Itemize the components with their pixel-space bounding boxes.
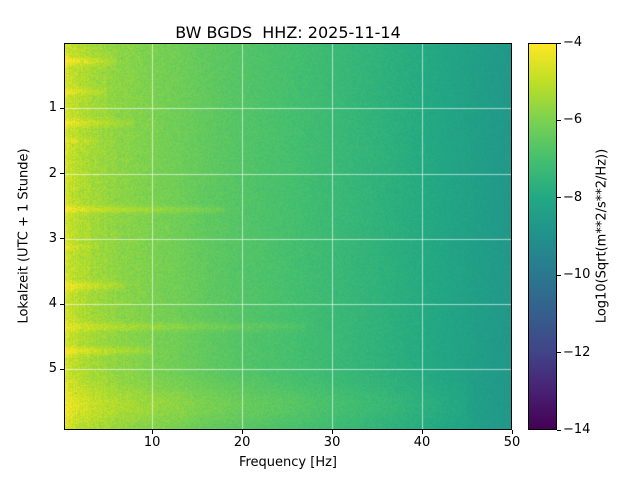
colorbar-label: Log10(Sqrt(m**2/s**2/Hz)) [594,148,610,324]
y-tick-label: 3 [48,230,57,246]
x-tick-label: 20 [233,435,251,450]
colorbar-gradient [529,44,556,429]
x-tick-mark [511,430,513,434]
x-tick-mark [421,430,423,434]
colorbar-tick-mark [557,274,561,276]
y-tick-mark [60,303,64,305]
y-tick-label: 2 [48,165,57,181]
x-tick-label: 30 [323,435,341,450]
colorbar-tick-label: −8 [563,189,583,205]
x-tick-label: 50 [503,435,521,450]
colorbar-tick-mark [557,429,561,431]
y-tick-label: 5 [48,361,57,377]
y-tick-mark [60,368,64,370]
heatmap-canvas [64,43,512,430]
colorbar-tick-mark [557,42,561,44]
x-tick-label: 40 [413,435,431,450]
colorbar [528,43,557,430]
colorbar-tick-label: −6 [563,112,583,128]
y-tick-mark [60,238,64,240]
colorbar-tick-label: −4 [563,35,583,50]
x-tick-mark [331,430,333,434]
y-tick-label: 4 [48,296,57,312]
y-tick-label: 1 [48,100,57,116]
colorbar-tick-mark [557,119,561,121]
x-tick-label: 10 [143,435,161,450]
x-tick-mark [151,430,153,434]
plot-title: BW BGDS HHZ: 2025-11-14 [175,23,401,42]
colorbar-tick-label: −10 [563,267,591,283]
y-tick-mark [60,173,64,175]
y-tick-mark [60,107,64,109]
colorbar-tick-label: −14 [563,422,591,437]
x-tick-mark [241,430,243,434]
colorbar-tick-mark [557,352,561,354]
colorbar-tick-mark [557,197,561,199]
colorbar-tick-label: −12 [563,344,591,360]
x-axis-label: Frequency [Hz] [238,455,338,470]
